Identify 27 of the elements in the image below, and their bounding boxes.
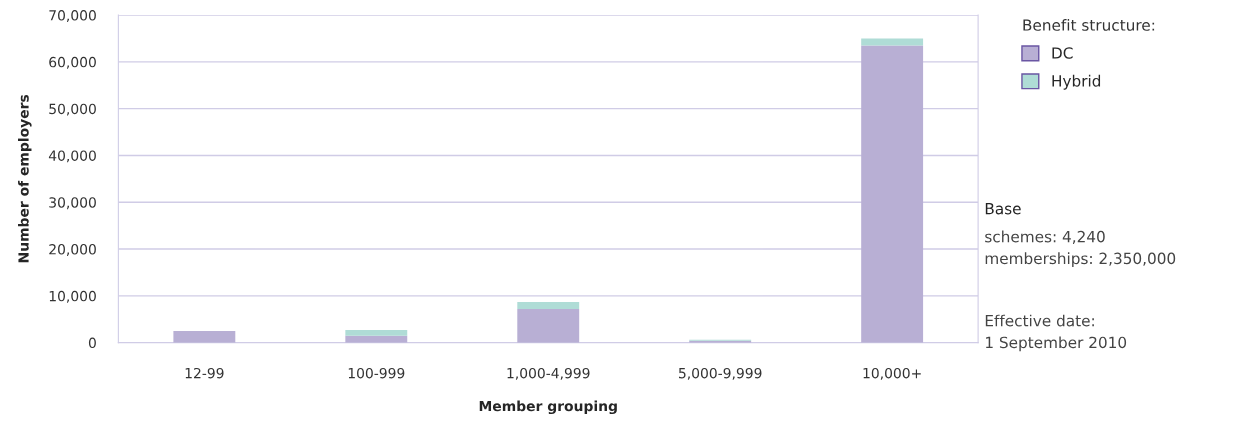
text: Effective date: 1 September 2010 (985, 314, 1127, 352)
legend-title: Benefit structure: (1023, 19, 1155, 31)
bar (173, 330, 236, 343)
bar (861, 45, 924, 343)
x-axis-title: Member grouping (479, 400, 617, 415)
text: Base (985, 203, 1021, 215)
y-tick-label: 30,000 (49, 197, 96, 210)
x-tick-label: 12-99 (185, 367, 224, 379)
bar (517, 301, 580, 309)
bar (345, 330, 408, 336)
y-tick-label: 70,000 (49, 10, 96, 22)
bar (861, 38, 924, 46)
text: schemes: 4,240 memberships: 2,350,000 (985, 230, 1176, 268)
y-tick-label: 10,000 (49, 290, 96, 303)
y-tick-label: 50,000 (49, 103, 96, 116)
legend-label: Hybrid (1052, 74, 1101, 90)
x-tick-label: 1,000-4,999 (507, 367, 590, 380)
legend-label: DC (1052, 47, 1073, 59)
y-tick-label: 40,000 (48, 150, 96, 163)
x-tick-label: 100-999 (348, 367, 405, 379)
y-axis-title: Number of employers (18, 94, 32, 263)
y-tick-label: 20,000 (49, 244, 96, 256)
x-tick-label: 5,000-9,999 (678, 367, 762, 380)
y-tick-label: 60,000 (49, 56, 96, 69)
x-tick-label: 10,000+ (863, 367, 921, 380)
bar (517, 308, 580, 343)
y-tick-label: 0 (88, 337, 96, 349)
